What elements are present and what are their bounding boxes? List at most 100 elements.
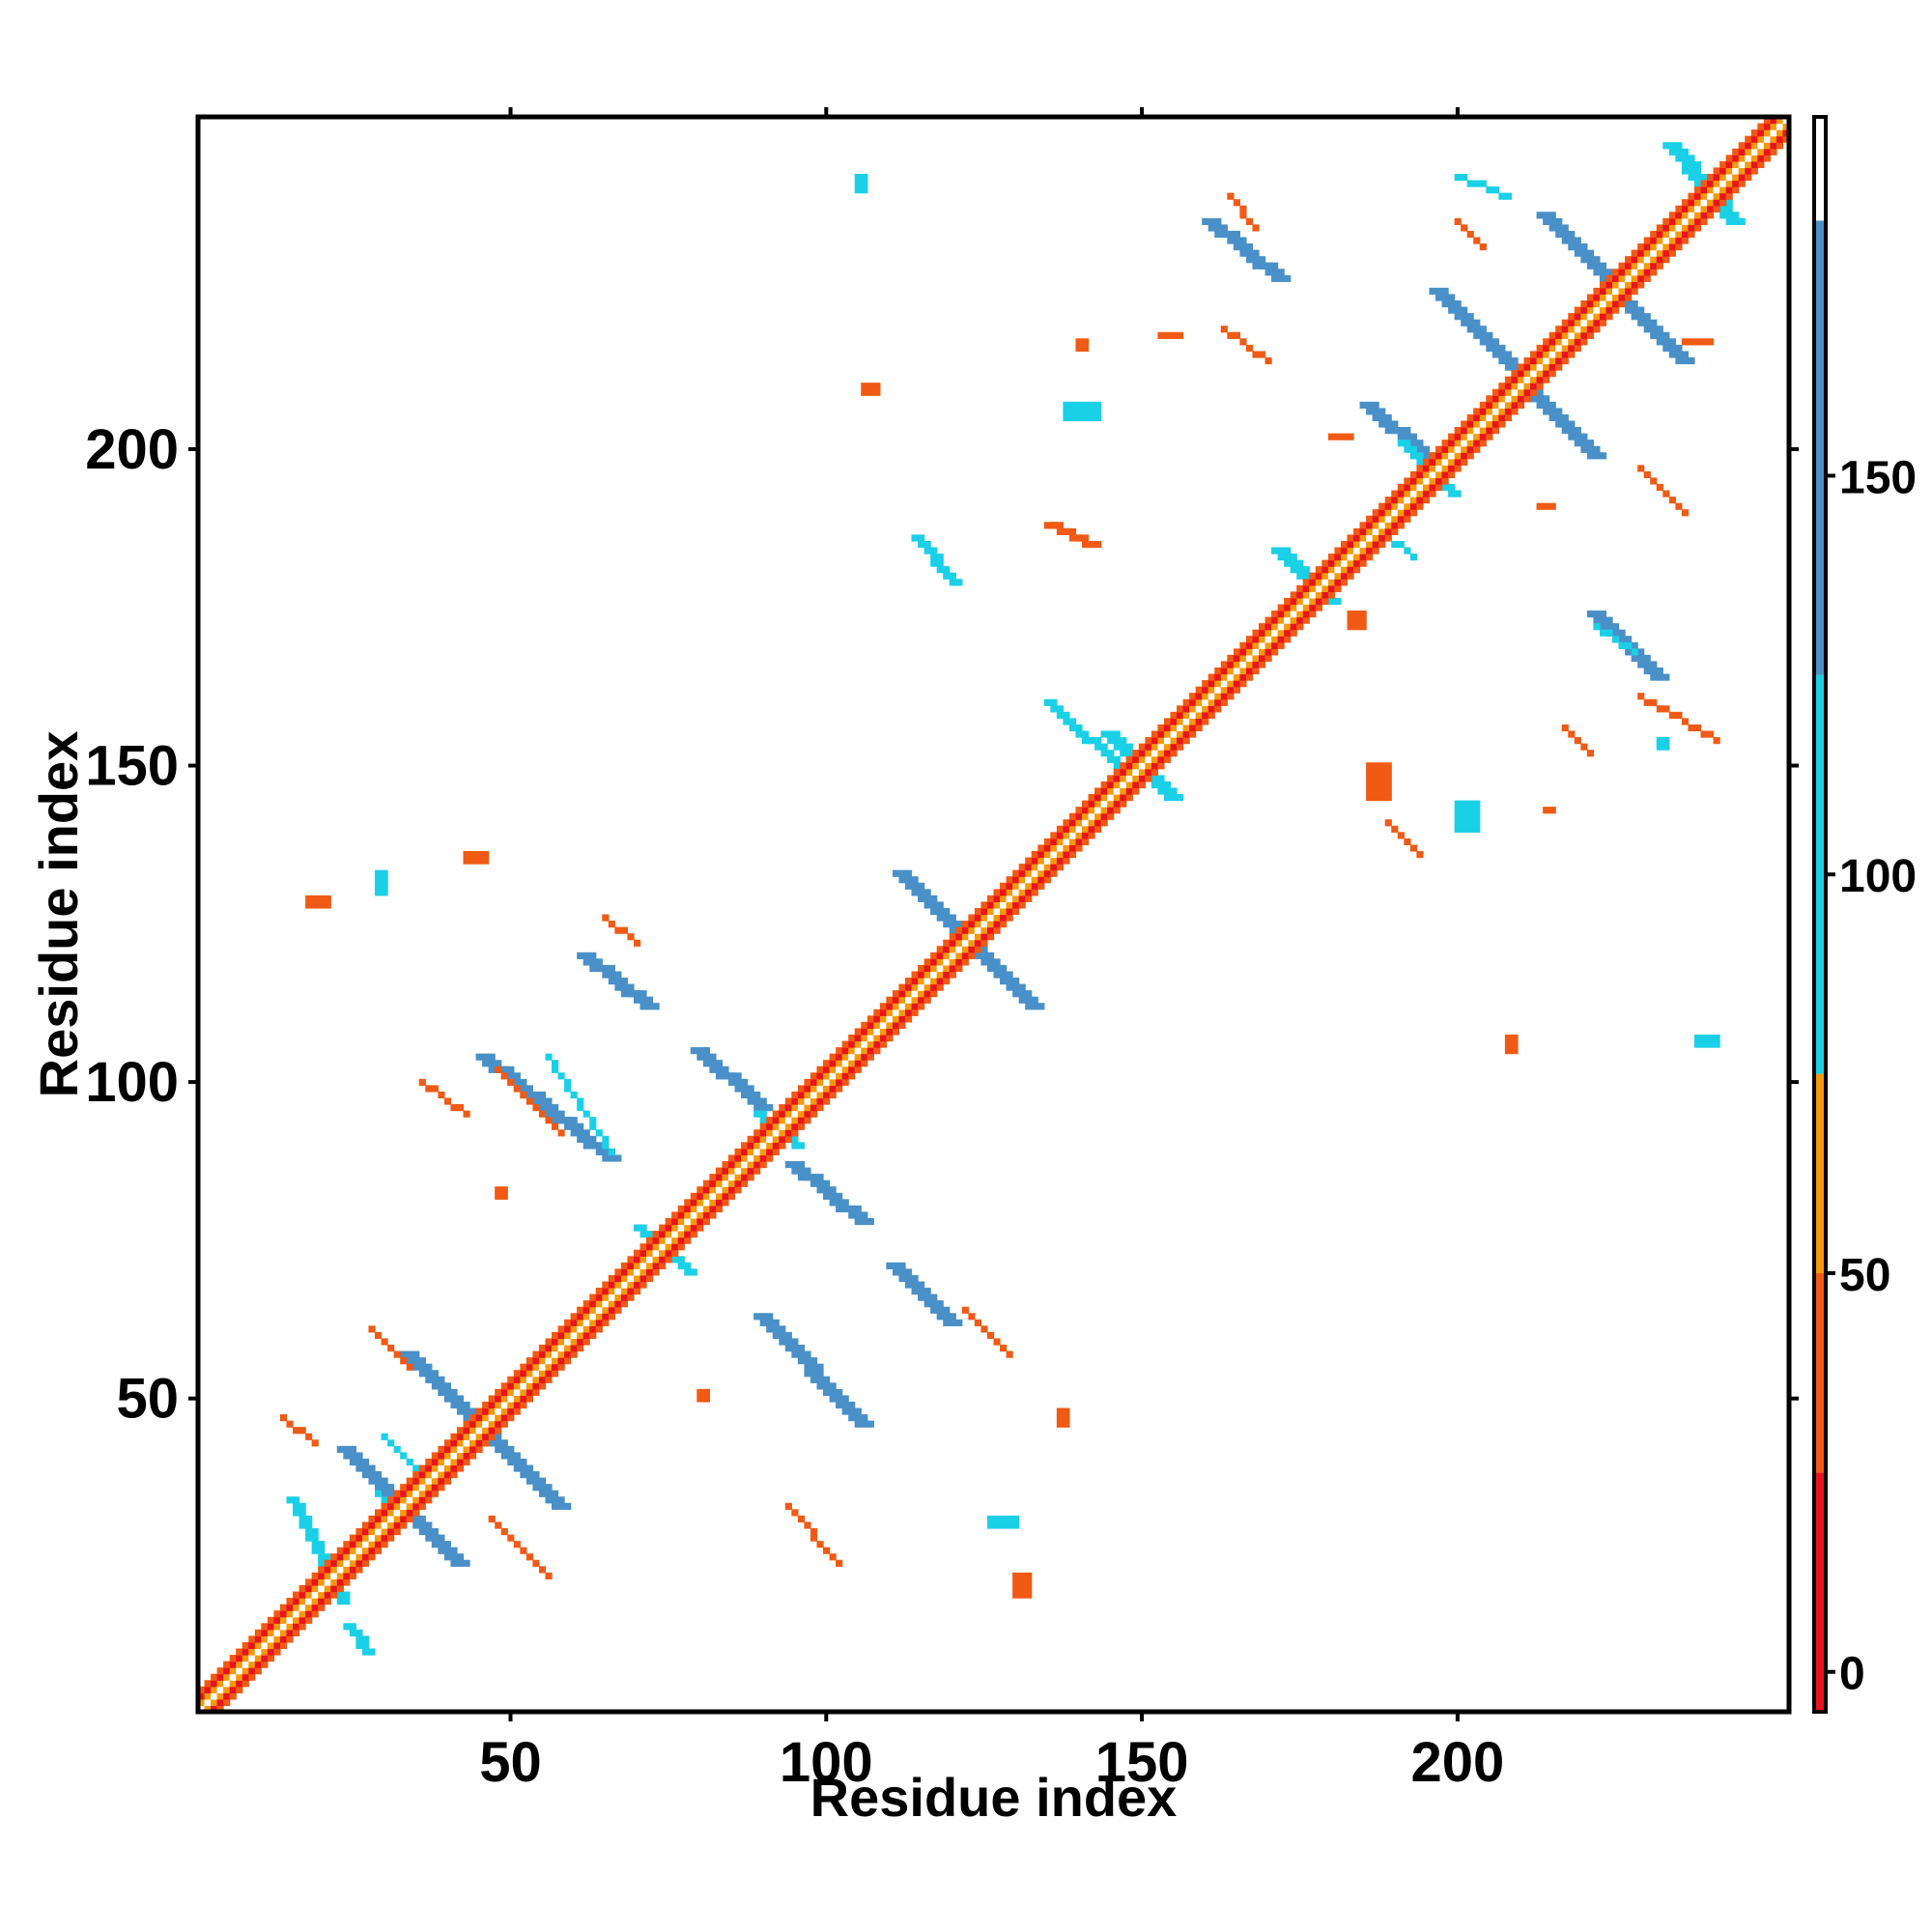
- contact-cell: [1239, 205, 1247, 213]
- contact-cell: [1732, 212, 1740, 219]
- contact-cell: [311, 1439, 319, 1447]
- contact-cell: [930, 554, 938, 561]
- diagonal-cell: [715, 1199, 724, 1207]
- diagonal-cell: [1707, 212, 1715, 219]
- contact-cell: [1018, 1584, 1026, 1593]
- diagonal-cell: [393, 1515, 401, 1523]
- diagonal-cell: [1309, 597, 1317, 606]
- diagonal-cell: [1593, 299, 1601, 308]
- contact-cell: [1107, 737, 1115, 745]
- contact-cell: [1441, 287, 1449, 296]
- contact-cell: [1568, 427, 1576, 435]
- contact-cell: [418, 1515, 426, 1523]
- diagonal-cell: [507, 1407, 515, 1415]
- diagonal-cell: [841, 1072, 849, 1080]
- diagonal-cell: [614, 1268, 622, 1276]
- contact-cell: [545, 1053, 553, 1061]
- diagonal-cell: [690, 1192, 697, 1200]
- diagonal-cell: [854, 1053, 862, 1061]
- diagonal-cell: [734, 1161, 742, 1169]
- diagonal-cell: [898, 996, 906, 1004]
- diagonal-cell: [1170, 730, 1178, 738]
- contact-cell: [1107, 755, 1115, 763]
- contact-cell: [1656, 483, 1663, 492]
- diagonal-cell: [1479, 440, 1487, 447]
- diagonal-cell: [1523, 388, 1531, 396]
- diagonal-cell: [1625, 262, 1633, 270]
- contact-cell: [1580, 243, 1588, 251]
- diagonal-cell: [463, 1445, 470, 1453]
- contact-cell: [1384, 819, 1392, 827]
- contact-cell: [463, 1407, 470, 1415]
- diagonal-cell: [1681, 224, 1690, 232]
- contact-cell: [709, 1060, 717, 1067]
- contact-cell: [823, 1382, 831, 1390]
- diagonal-cell: [387, 1496, 395, 1504]
- diagonal-cell: [293, 1604, 300, 1611]
- contact-cell: [1461, 807, 1468, 814]
- diagonal-cell: [406, 1515, 413, 1523]
- diagonal-cell: [463, 1427, 470, 1435]
- diagonal-cell: [898, 1009, 906, 1016]
- diagonal-cell: [1025, 895, 1033, 902]
- diagonal-cell: [1170, 711, 1178, 720]
- diagonal-cell: [1750, 142, 1758, 150]
- diagonal-cell: [412, 1484, 420, 1492]
- diagonal-cell: [305, 1616, 313, 1624]
- diagonal-cell: [1163, 743, 1172, 751]
- diagonal-cell: [867, 1034, 874, 1042]
- diagonal-cell: [646, 1249, 654, 1257]
- diagonal-cell: [854, 1065, 862, 1073]
- diagonal-cell: [236, 1661, 243, 1668]
- diagonal-cell: [532, 1350, 540, 1358]
- contact-cell: [1466, 800, 1474, 808]
- contact-cell: [293, 1427, 300, 1435]
- contact-cell: [375, 1477, 383, 1485]
- contact-cell: [829, 1388, 837, 1397]
- diagonal-cell: [696, 1199, 704, 1207]
- contact-cell: [418, 1078, 426, 1086]
- contact-cell: [425, 1376, 433, 1383]
- contact-cell: [1163, 787, 1172, 795]
- contact-cell: [1454, 173, 1462, 182]
- diagonal-cell: [589, 1300, 597, 1308]
- diagonal-cell: [330, 1591, 338, 1599]
- contact-cell: [507, 1452, 515, 1460]
- diagonal-cell: [552, 1363, 559, 1371]
- diagonal-cell: [1461, 427, 1468, 435]
- diagonal-cell: [450, 1458, 458, 1466]
- contact-cell: [552, 1065, 559, 1073]
- contact-cell: [639, 1003, 647, 1010]
- diagonal-cell: [797, 1097, 806, 1105]
- contact-cell: [1650, 326, 1658, 333]
- diagonal-cell: [1693, 205, 1702, 213]
- diagonal-cell: [507, 1414, 515, 1422]
- contact-cell: [1504, 351, 1513, 358]
- diagonal-cell: [1182, 730, 1190, 738]
- contact-cell: [804, 1350, 811, 1358]
- diagonal-cell: [734, 1179, 742, 1187]
- diagonal-cell: [841, 1047, 849, 1055]
- contact-cell: [627, 983, 635, 991]
- contact-cell: [759, 1313, 767, 1321]
- contact-cell: [1713, 1034, 1720, 1042]
- diagonal-cell: [1378, 540, 1386, 549]
- contact-cell: [577, 1097, 584, 1105]
- diagonal-cell: [974, 921, 982, 928]
- diagonal-cell: [1612, 287, 1620, 296]
- diagonal-cell: [1031, 876, 1038, 884]
- contact-cell: [1700, 1034, 1708, 1042]
- diagonal-cell: [1422, 470, 1431, 479]
- contact-cell: [1422, 445, 1431, 453]
- diagonal-cell: [986, 907, 995, 916]
- diagonal-cell: [1763, 123, 1771, 130]
- contact-cell: [614, 926, 622, 934]
- contact-cell: [355, 1641, 363, 1650]
- diagonal-cell: [1347, 534, 1354, 542]
- contact-cell: [450, 1553, 458, 1561]
- diagonal-cell: [532, 1382, 540, 1390]
- diagonal-cell: [722, 1199, 729, 1207]
- contact-cell: [450, 1388, 458, 1397]
- diagonal-cell: [1530, 376, 1538, 384]
- diagonal-cell: [1025, 869, 1033, 877]
